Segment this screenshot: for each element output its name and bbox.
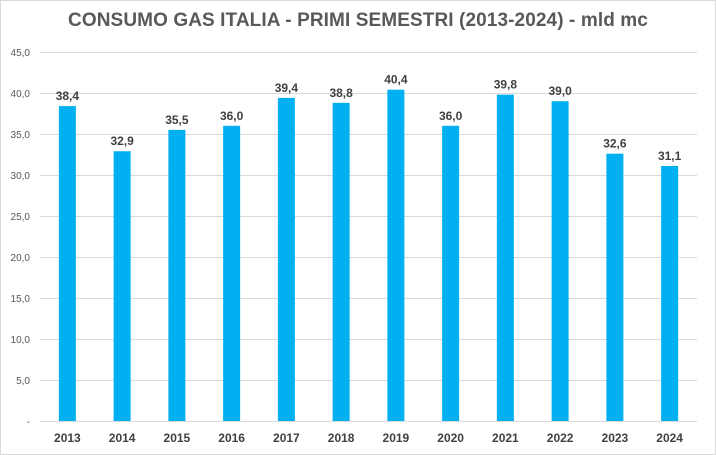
data-label: 32,9 [110,134,134,148]
x-tick-label: 2018 [328,431,355,445]
x-tick-label: 2015 [164,431,191,445]
data-label: 32,6 [603,137,627,151]
data-label: 38,8 [329,86,353,100]
bar [113,151,131,421]
x-tick-label: 2021 [492,431,519,445]
y-tick-label: 20,0 [11,253,31,264]
x-tick-label: 2017 [273,431,300,445]
bar [442,125,460,422]
bars [58,89,679,422]
data-label: 39,8 [494,78,518,92]
chart-title: CONSUMO GAS ITALIA - PRIMI SEMESTRI (201… [68,10,648,31]
data-label: 36,0 [220,109,244,123]
bar [606,153,624,421]
y-tick-label: 30,0 [11,171,31,182]
y-axis-ticks: - 5,0 10,0 15,0 20,0 25,0 30,0 35,0 40,0 45,0 [11,48,31,428]
y-tick-label: 10,0 [11,335,31,346]
bar [551,101,569,421]
data-label: 40,4 [384,73,408,87]
data-label: 39,0 [548,84,572,98]
bar [277,97,295,422]
x-tick-label: 2020 [437,431,464,445]
y-tick-label: 35,0 [11,130,31,141]
y-tick-label: 5,0 [16,376,30,387]
y-tick-label: 25,0 [11,212,31,223]
data-label: 38,4 [56,89,80,103]
gridlines [40,52,697,422]
data-label: 39,4 [275,81,299,95]
y-tick-label: - [27,417,30,428]
bar [58,106,76,422]
x-tick-label: 2019 [383,431,410,445]
bar [168,129,186,421]
data-label: 31,1 [658,149,682,163]
bar [332,102,350,421]
y-tick-label: 40,0 [11,89,31,100]
x-axis-ticks: 2013 2014 2015 2016 2017 2018 2019 2020 2021 2022… [54,431,683,445]
x-tick-label: 2013 [54,431,81,445]
y-tick-label: 45,0 [11,48,31,59]
bar [661,165,679,421]
bar [496,94,514,421]
data-label: 36,0 [439,109,463,123]
x-tick-label: 2014 [109,431,136,445]
data-label: 35,5 [165,113,189,127]
bar [387,89,405,421]
x-tick-label: 2016 [218,431,245,445]
x-tick-label: 2023 [602,431,629,445]
data-labels: 38,4 32,9 35,5 36,0 39,4 38,8 40,4 36,0 39,8 39,0… [56,73,682,163]
bar [223,125,241,422]
x-tick-label: 2024 [656,431,683,445]
y-tick-label: 15,0 [11,294,31,305]
x-tick-label: 2022 [547,431,574,445]
